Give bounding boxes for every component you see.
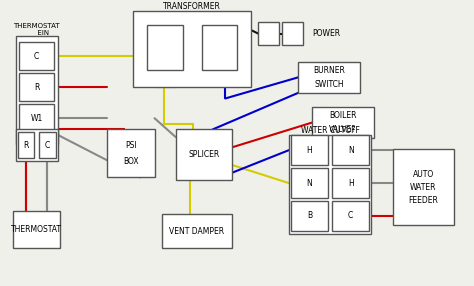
Text: THERMOSTAT: THERMOSTAT: [11, 225, 62, 234]
Text: W1: W1: [31, 114, 43, 123]
FancyBboxPatch shape: [392, 149, 454, 225]
Text: N: N: [348, 146, 354, 155]
Text: SPLICER: SPLICER: [188, 150, 219, 159]
FancyBboxPatch shape: [312, 107, 374, 138]
Text: BOX: BOX: [123, 157, 139, 166]
FancyBboxPatch shape: [16, 36, 58, 144]
FancyBboxPatch shape: [19, 104, 54, 132]
Text: R: R: [34, 83, 39, 92]
Text: SWITCH: SWITCH: [314, 80, 344, 89]
FancyBboxPatch shape: [39, 132, 55, 158]
Text: R: R: [23, 140, 29, 150]
FancyBboxPatch shape: [13, 211, 60, 248]
FancyBboxPatch shape: [298, 62, 359, 93]
Text: THERMOSTAT
      EIN: THERMOSTAT EIN: [13, 23, 60, 36]
FancyBboxPatch shape: [282, 22, 303, 45]
FancyBboxPatch shape: [162, 214, 232, 248]
Text: PSI: PSI: [125, 140, 137, 150]
Text: VALVE?: VALVE?: [329, 125, 357, 134]
Text: WATER CUTOFF: WATER CUTOFF: [301, 126, 359, 135]
Text: N: N: [307, 178, 312, 188]
FancyBboxPatch shape: [201, 25, 237, 70]
Text: AUTO: AUTO: [412, 170, 434, 179]
FancyBboxPatch shape: [258, 22, 279, 45]
Text: VENT DAMPER: VENT DAMPER: [169, 227, 225, 236]
FancyBboxPatch shape: [291, 135, 328, 165]
FancyBboxPatch shape: [19, 73, 54, 101]
FancyBboxPatch shape: [18, 132, 35, 158]
Text: WATER: WATER: [410, 183, 437, 192]
FancyBboxPatch shape: [332, 201, 369, 231]
FancyBboxPatch shape: [133, 11, 251, 87]
Text: H: H: [348, 178, 354, 188]
FancyBboxPatch shape: [19, 42, 54, 70]
Text: TRANSFORMER: TRANSFORMER: [164, 2, 221, 11]
FancyBboxPatch shape: [108, 130, 155, 177]
Text: POWER: POWER: [312, 29, 340, 38]
Text: C: C: [348, 211, 353, 221]
Text: C: C: [34, 52, 39, 61]
FancyBboxPatch shape: [176, 130, 232, 180]
Text: FEEDER: FEEDER: [408, 196, 438, 204]
Text: BURNER: BURNER: [313, 66, 345, 75]
Text: H: H: [307, 146, 312, 155]
FancyBboxPatch shape: [332, 135, 369, 165]
FancyBboxPatch shape: [147, 25, 183, 70]
Text: B: B: [307, 211, 312, 221]
Text: BOILER: BOILER: [329, 111, 357, 120]
FancyBboxPatch shape: [291, 201, 328, 231]
FancyBboxPatch shape: [332, 168, 369, 198]
FancyBboxPatch shape: [289, 135, 371, 234]
Text: C: C: [45, 140, 50, 150]
FancyBboxPatch shape: [16, 130, 58, 160]
FancyBboxPatch shape: [291, 168, 328, 198]
